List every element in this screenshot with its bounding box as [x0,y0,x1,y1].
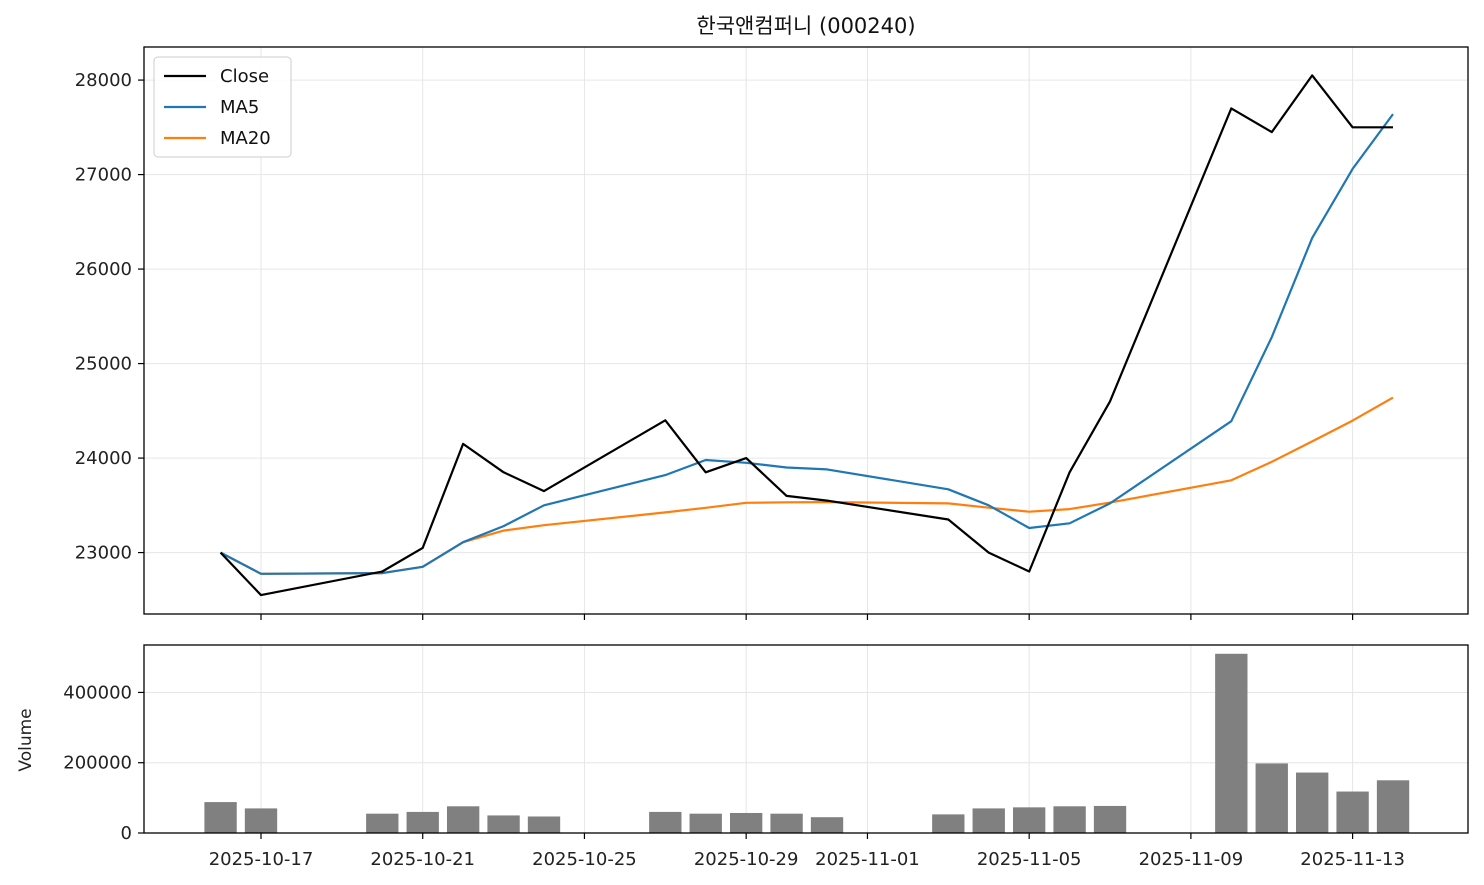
chart-title: 한국앤컴퍼니 (000240) [696,14,915,38]
legend-label-ma5: MA5 [220,97,259,118]
volume-bar [1296,772,1329,833]
volume-axis-label: Volume [16,708,36,771]
volume-y-tick-label: 0 [121,823,132,844]
price-y-tick-label: 28000 [75,70,132,91]
price-y-tick-label: 25000 [75,354,132,375]
volume-bar [932,814,965,833]
price-y-tick-label: 23000 [75,543,132,564]
volume-bar [1215,653,1248,833]
volume-bars [204,653,1410,833]
volume-bar [689,813,722,833]
price-y-tick-label: 24000 [75,448,132,469]
volume-bar [527,816,561,833]
legend-box [153,56,292,158]
volume-bar [1093,805,1127,833]
x-tick-label: 2025-10-29 [694,849,799,870]
volume-bar [1255,763,1288,833]
price-y-tick-label: 26000 [75,259,132,280]
legend-label-ma20: MA20 [220,128,271,149]
legend: Close MA5 MA20 [153,56,292,158]
volume-y-ticks: 0 200000 400000 [63,682,144,844]
series-line-close [219,74,1393,597]
x-tick-label: 2025-10-17 [209,849,314,870]
x-tick-label: 2025-10-21 [370,849,475,870]
volume-bar [366,813,399,833]
price-y-ticks: 23000 24000 25000 26000 27000 28000 [75,70,144,564]
volume-bar [406,811,439,833]
price-axes-frame [143,46,1469,615]
volume-bar [649,811,682,833]
volume-bar [1376,780,1410,833]
x-tick-label: 2025-11-05 [977,849,1082,870]
series-line-ma5 [220,113,1394,575]
volume-y-tick-label: 200000 [63,753,132,774]
price-y-tick-label: 27000 [75,165,132,186]
volume-bar [729,812,763,833]
x-tick-label: 2025-11-13 [1300,849,1405,870]
volume-y-tick-label: 400000 [63,682,132,703]
volume-bar [204,802,237,833]
legend-label-close: Close [220,66,269,87]
price-grid [144,47,1468,614]
volume-axes-frame [143,644,1469,834]
volume-bar [1012,807,1046,833]
x-ticks: 2025-10-17 2025-10-21 2025-10-25 2025-10-29… [209,614,1405,870]
x-tick-label: 2025-10-25 [532,849,637,870]
volume-bar [770,813,803,833]
volume-bar [972,808,1005,833]
volume-bar [1336,791,1369,833]
volume-bar [487,815,520,833]
volume-bar [1053,806,1086,833]
price-lines [219,74,1394,597]
volume-bar [810,817,844,833]
x-tick-label: 2025-11-01 [815,849,920,870]
volume-bar [446,806,480,833]
x-tick-label: 2025-11-09 [1139,849,1244,870]
volume-bar [244,808,278,833]
